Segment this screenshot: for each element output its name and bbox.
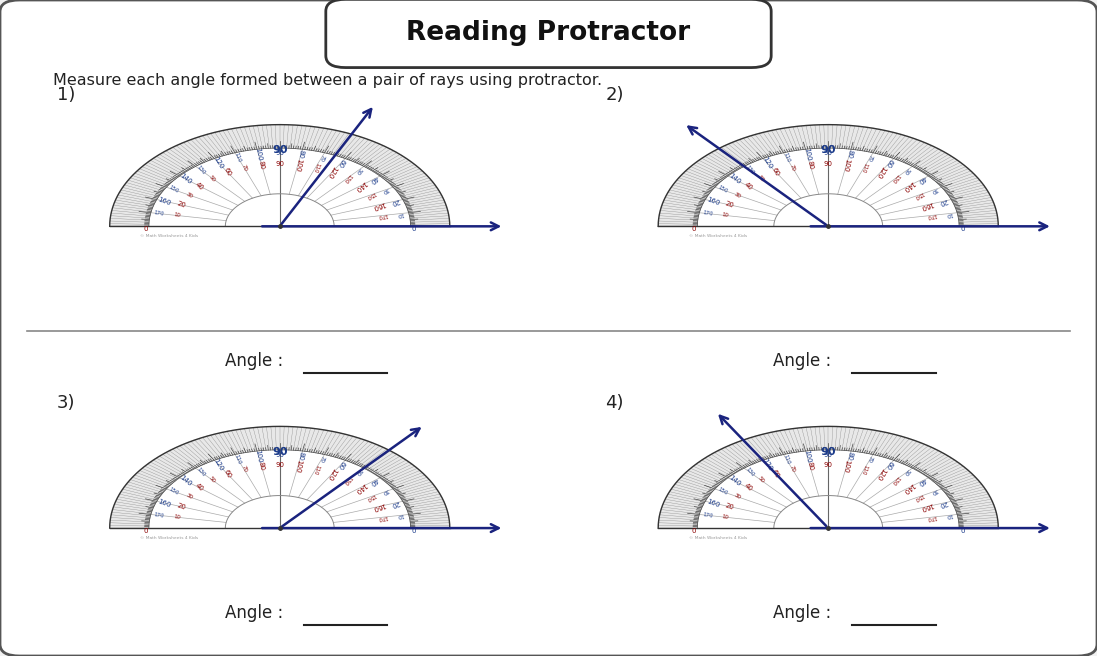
Text: 120: 120 (761, 457, 773, 472)
Text: 110: 110 (782, 453, 791, 465)
Text: Angle :: Angle : (225, 604, 283, 623)
Text: 0: 0 (960, 226, 965, 232)
Text: 60: 60 (771, 167, 781, 178)
Text: 100: 100 (255, 449, 262, 463)
Text: 150: 150 (364, 492, 376, 502)
Text: 40: 40 (194, 483, 205, 493)
Text: 150: 150 (716, 185, 728, 195)
Text: 50: 50 (757, 476, 765, 484)
Text: 140: 140 (353, 482, 367, 495)
Text: 150: 150 (716, 487, 728, 497)
Text: 30: 30 (184, 493, 193, 501)
Text: 30: 30 (382, 186, 391, 194)
Text: 170: 170 (926, 514, 937, 521)
Text: 170: 170 (926, 212, 937, 219)
Text: © Math Worksheets 4 Kids: © Math Worksheets 4 Kids (689, 234, 747, 239)
Text: 130: 130 (342, 474, 352, 485)
Text: 110: 110 (312, 463, 319, 475)
Text: 160: 160 (919, 502, 934, 512)
Polygon shape (110, 125, 450, 226)
Text: 120: 120 (326, 165, 338, 179)
Text: © Math Worksheets 4 Kids: © Math Worksheets 4 Kids (140, 234, 199, 239)
Text: 10: 10 (945, 211, 952, 216)
Text: 60: 60 (884, 459, 894, 470)
Text: 1): 1) (57, 86, 76, 104)
Text: 30: 30 (382, 487, 391, 495)
Text: 60: 60 (223, 468, 233, 480)
Text: 90: 90 (821, 146, 836, 155)
Text: 30: 30 (930, 186, 939, 194)
Text: 90: 90 (275, 150, 284, 156)
Text: 40: 40 (917, 476, 927, 486)
Text: 170: 170 (377, 212, 388, 219)
Text: 60: 60 (336, 157, 346, 169)
Text: 80: 80 (806, 461, 814, 472)
Text: 160: 160 (157, 498, 172, 508)
Text: 150: 150 (168, 185, 180, 195)
Text: © Math Worksheets 4 Kids: © Math Worksheets 4 Kids (689, 536, 747, 541)
Polygon shape (698, 450, 959, 528)
Text: 130: 130 (891, 474, 901, 485)
Text: 160: 160 (371, 502, 385, 512)
Text: 50: 50 (208, 174, 216, 182)
Text: 170: 170 (702, 512, 713, 519)
Text: 120: 120 (213, 155, 225, 170)
Text: 10: 10 (172, 213, 181, 218)
Text: 20: 20 (938, 499, 949, 507)
Text: 100: 100 (294, 459, 302, 474)
Text: 20: 20 (938, 197, 949, 205)
Text: 80: 80 (846, 451, 853, 461)
Text: 90: 90 (824, 462, 833, 468)
Text: 20: 20 (725, 201, 735, 209)
Text: 80: 80 (806, 159, 814, 170)
Text: 0: 0 (143, 528, 148, 534)
Text: 130: 130 (195, 466, 206, 478)
Text: 3): 3) (57, 394, 76, 413)
Text: 30: 30 (930, 487, 939, 495)
Text: 170: 170 (702, 210, 713, 217)
Text: 150: 150 (913, 492, 925, 502)
Text: 170: 170 (154, 512, 165, 519)
Text: 100: 100 (803, 449, 811, 463)
Text: 50: 50 (903, 468, 912, 476)
Polygon shape (149, 148, 410, 226)
Text: 80: 80 (258, 159, 265, 170)
Text: 110: 110 (860, 463, 868, 475)
Text: 80: 80 (258, 461, 265, 472)
Text: 60: 60 (336, 459, 346, 470)
Text: 140: 140 (902, 180, 916, 193)
FancyBboxPatch shape (326, 0, 771, 68)
Text: 160: 160 (371, 200, 385, 210)
Text: 20: 20 (389, 197, 400, 205)
Text: 110: 110 (860, 161, 868, 173)
Text: 90: 90 (275, 452, 284, 458)
Text: 50: 50 (208, 476, 216, 484)
Text: 90: 90 (275, 462, 284, 468)
Text: 20: 20 (177, 502, 186, 511)
Text: 10: 10 (396, 512, 404, 518)
Text: 2): 2) (606, 86, 624, 104)
Polygon shape (698, 148, 959, 226)
Text: 0: 0 (960, 528, 965, 534)
Text: 130: 130 (744, 466, 755, 478)
Text: 90: 90 (272, 146, 287, 155)
Text: 120: 120 (761, 155, 773, 170)
Text: 130: 130 (744, 165, 755, 176)
Text: 0: 0 (691, 528, 697, 534)
Text: 30: 30 (184, 191, 193, 199)
Text: 110: 110 (234, 152, 242, 163)
Text: 60: 60 (223, 167, 233, 178)
Text: 70: 70 (240, 465, 248, 474)
Text: 20: 20 (725, 502, 735, 511)
Text: 150: 150 (913, 190, 925, 200)
Text: 140: 140 (727, 474, 742, 487)
Text: 140: 140 (727, 173, 742, 186)
Text: 20: 20 (389, 499, 400, 507)
Text: 150: 150 (364, 190, 376, 200)
Text: 30: 30 (733, 191, 742, 199)
Text: 50: 50 (903, 166, 912, 174)
Text: 100: 100 (294, 157, 302, 172)
Text: 30: 30 (733, 493, 742, 501)
Text: 10: 10 (172, 514, 181, 520)
